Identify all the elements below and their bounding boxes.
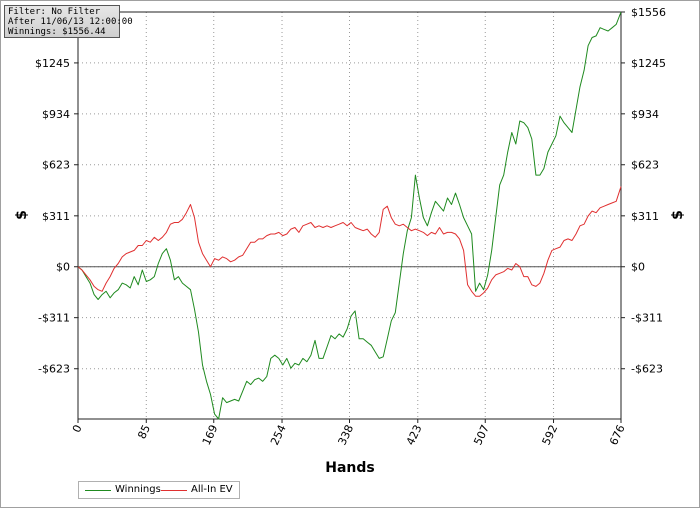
series-line-winnings xyxy=(77,11,622,420)
y-tick-label-right: $934 xyxy=(631,108,659,121)
series-line-all-in-ev xyxy=(77,186,622,297)
y-axis-right: $1556 $1245 $934 $623 $311 $0 -$311 -$623 xyxy=(621,6,666,376)
plot-area-border xyxy=(77,11,622,420)
y-tick-label-left: $623 xyxy=(42,159,70,172)
winnings-text: Winnings: $1556.44 xyxy=(8,27,106,37)
x-axis-title: Hands xyxy=(325,460,375,476)
legend-swatch-all-in-ev xyxy=(161,490,187,491)
y-tick-label-right: -$311 xyxy=(631,312,663,325)
y-tick-label-right: $1556 xyxy=(631,6,666,19)
grid xyxy=(77,11,622,419)
y-tick-label-left: $311 xyxy=(42,210,70,223)
x-tick-label: 592 xyxy=(540,423,561,448)
y-axis-title-right: $ xyxy=(670,210,686,220)
y-tick-label-left: $1245 xyxy=(35,57,70,70)
legend: Winnings All-In EV xyxy=(78,481,240,499)
y-tick-label-right: -$623 xyxy=(631,363,663,376)
date-filter-text: After 11/06/13 12:00:00 xyxy=(8,17,133,27)
y-tick-label-left: $0 xyxy=(56,261,70,274)
x-tick-label: 423 xyxy=(404,423,425,448)
series-lines xyxy=(77,11,622,420)
legend-label-all-in-ev: All-In EV xyxy=(191,484,233,495)
filter-text: Filter: No Filter xyxy=(8,7,101,17)
y-tick-label-left: -$623 xyxy=(38,363,70,376)
y-tick-label-left: $934 xyxy=(42,108,70,121)
y-tick-label-right: $623 xyxy=(631,159,659,172)
x-tick-label: 338 xyxy=(336,423,357,448)
y-tick-label-right: $1245 xyxy=(631,57,666,70)
legend-swatch-winnings xyxy=(85,490,111,491)
x-tick-label: 169 xyxy=(200,423,221,448)
legend-label-winnings: Winnings xyxy=(115,484,161,495)
x-tick-label: 676 xyxy=(607,423,628,448)
y-tick-label-right: $311 xyxy=(631,210,659,223)
x-axis: 0 85 169 254 338 423 507 592 676 xyxy=(70,419,628,447)
x-tick-label: 0 xyxy=(70,423,85,435)
x-tick-label: 254 xyxy=(268,423,289,448)
info-box: Filter: No Filter After 11/06/13 12:00:0… xyxy=(4,5,133,38)
y-axis-left: $1556$1245$934$623$311$0-$311-$623 xyxy=(35,6,78,376)
x-tick-label: 85 xyxy=(135,423,153,441)
y-tick-label-right: $0 xyxy=(631,261,645,274)
x-tick-label: 507 xyxy=(471,423,492,448)
y-axis-title-left: $ xyxy=(14,210,30,220)
y-tick-label-left: -$311 xyxy=(38,312,70,325)
